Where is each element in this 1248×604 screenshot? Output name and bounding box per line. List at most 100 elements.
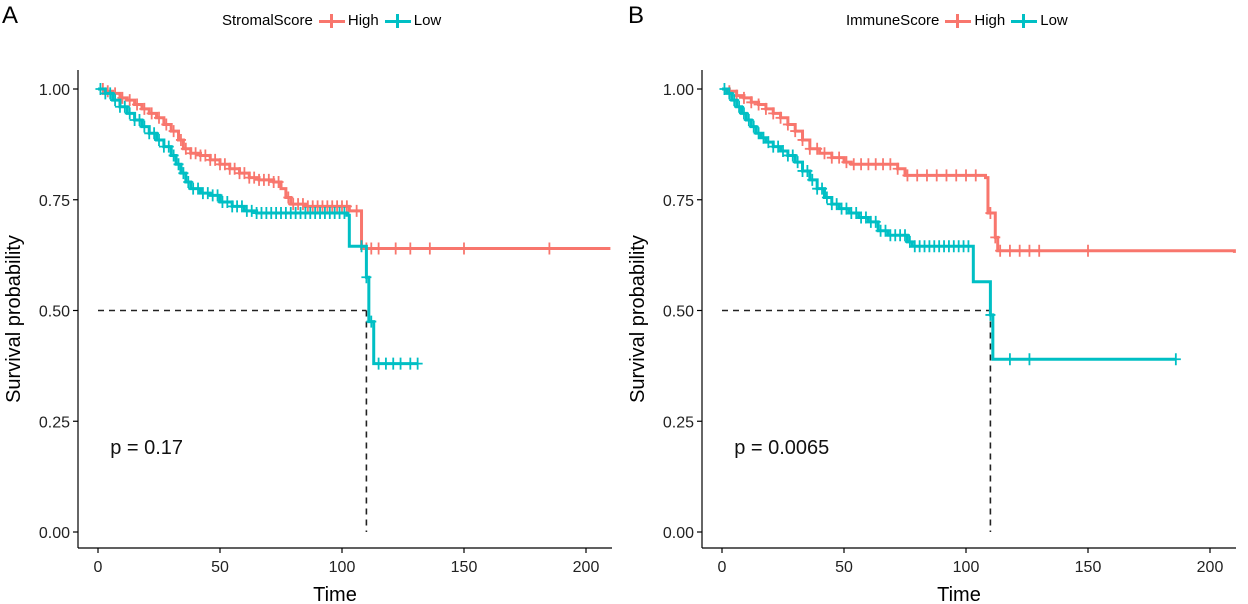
censor-mark-high bbox=[424, 242, 435, 255]
censor-mark-low bbox=[738, 107, 749, 120]
chart-panel-a: 0 50 100 150 200 0.00 0.25 0.50 0.75 1.00 Time Surv… bbox=[2, 2, 612, 604]
p-value-annotation: p = 0.0065 bbox=[734, 437, 829, 459]
censor-mark-high bbox=[124, 94, 135, 107]
censor-mark-high bbox=[990, 231, 1001, 244]
p-value-annotation: p = 0.17 bbox=[110, 437, 183, 459]
censor-mark-high bbox=[902, 169, 913, 182]
censor-mark-low bbox=[807, 173, 818, 186]
x-axis-title: Time bbox=[937, 584, 981, 604]
censor-mark-high bbox=[168, 125, 179, 138]
censor-mark-low bbox=[246, 204, 257, 217]
y-axis-title: Survival probability bbox=[627, 235, 649, 403]
censor-mark-low bbox=[1024, 353, 1035, 366]
x-tick-label: 100 bbox=[953, 559, 980, 576]
censor-mark-low bbox=[366, 315, 377, 328]
censor-mark-high bbox=[146, 107, 157, 120]
censor-mark-high bbox=[885, 158, 896, 171]
censor-mark-high bbox=[753, 98, 764, 111]
y-tick-label: 0.75 bbox=[663, 193, 694, 210]
censor-mark-high bbox=[154, 111, 164, 124]
legend-entry-high: High bbox=[941, 12, 1005, 29]
censor-mark-high bbox=[812, 142, 823, 155]
censor-mark-high bbox=[970, 169, 981, 182]
censor-mark-high bbox=[297, 198, 308, 211]
censor-mark-high bbox=[263, 173, 274, 186]
censor-mark-low bbox=[154, 133, 164, 146]
legend: StromalScore High Low bbox=[222, 12, 441, 29]
censor-mark-high bbox=[912, 169, 923, 182]
censor-mark-high bbox=[775, 111, 786, 124]
censor-mark-low bbox=[339, 207, 350, 220]
censor-mark-high bbox=[834, 151, 845, 164]
censor-mark-high bbox=[117, 91, 128, 104]
censor-mark-low bbox=[870, 215, 881, 228]
censor-mark-high bbox=[995, 244, 1006, 257]
x-tick-label: 50 bbox=[835, 559, 853, 576]
censor-mark-low bbox=[124, 107, 135, 120]
y-tick-label: 0.50 bbox=[39, 304, 70, 321]
censor-mark-low bbox=[202, 187, 213, 200]
censor-mark-high bbox=[790, 125, 801, 138]
censor-mark-high bbox=[782, 118, 793, 131]
censor-mark-high bbox=[985, 207, 996, 220]
censor-mark-high bbox=[1083, 244, 1093, 257]
censor-mark-high bbox=[951, 169, 962, 182]
y-tick-label: 0.75 bbox=[39, 193, 70, 210]
censor-mark-high bbox=[768, 107, 779, 120]
y-tick-label: 1.00 bbox=[663, 82, 694, 99]
x-tick-label: 50 bbox=[211, 559, 229, 576]
censor-mark-high bbox=[841, 156, 852, 169]
censor-mark-high bbox=[161, 118, 172, 131]
censor-mark-low bbox=[105, 87, 116, 100]
legend-key-low-icon bbox=[1011, 13, 1038, 28]
censor-mark-low bbox=[817, 182, 828, 195]
censor-mark-high bbox=[931, 169, 942, 182]
km-plot-a: 0 50 100 150 200 0.00 0.25 0.50 0.75 1.00 Time Surv… bbox=[3, 70, 612, 604]
censor-mark-high bbox=[746, 96, 757, 109]
censor-mark-low bbox=[134, 114, 145, 127]
censor-mark-low bbox=[139, 120, 150, 133]
censor-mark-low bbox=[356, 240, 367, 253]
censor-mark-high bbox=[139, 102, 150, 115]
censor-mark-high bbox=[132, 98, 143, 111]
censor-mark-high bbox=[405, 242, 416, 255]
censor-mark-high bbox=[961, 169, 971, 182]
legend: ImmuneScore High Low bbox=[846, 12, 1068, 29]
censor-mark-low bbox=[412, 357, 423, 370]
censor-mark-high bbox=[283, 191, 294, 204]
x-tick-label: 200 bbox=[573, 559, 600, 576]
censor-mark-low bbox=[361, 271, 372, 284]
censor-mark-high bbox=[1004, 244, 1015, 257]
x-axis-title: Time bbox=[313, 584, 357, 604]
x-tick-label: 100 bbox=[329, 559, 356, 576]
censor-mark-high bbox=[797, 133, 808, 146]
censor-mark-low bbox=[792, 156, 803, 169]
legend-label-low: Low bbox=[413, 12, 442, 29]
censor-mark-high bbox=[351, 204, 362, 217]
legend-label-low: Low bbox=[1040, 12, 1068, 29]
censor-mark-high bbox=[273, 176, 284, 189]
censor-mark-low bbox=[178, 167, 189, 180]
censor-mark-high bbox=[819, 147, 830, 160]
censor-mark-high bbox=[738, 91, 749, 104]
x-tick-label: 150 bbox=[451, 559, 478, 576]
censor-mark-low bbox=[183, 176, 194, 189]
censor-mark-low bbox=[821, 191, 832, 204]
legend-key-low-icon bbox=[384, 13, 411, 28]
censor-mark-low bbox=[395, 357, 406, 370]
legend-title: StromalScore bbox=[222, 12, 313, 29]
y-tick-label: 0.00 bbox=[39, 525, 70, 542]
y-tick-label: 0.50 bbox=[663, 304, 694, 321]
censor-mark-high bbox=[373, 242, 384, 255]
censor-mark-low bbox=[985, 308, 996, 321]
legend-entry-low: Low bbox=[381, 12, 442, 29]
legend-label-high: High bbox=[347, 12, 379, 29]
censor-mark-high bbox=[760, 102, 771, 115]
censor-mark-low bbox=[173, 158, 184, 171]
censor-mark-low bbox=[212, 189, 223, 202]
censor-mark-high bbox=[175, 133, 186, 146]
panel-label: A bbox=[2, 2, 19, 29]
censor-mark-low bbox=[149, 127, 160, 140]
censor-mark-low bbox=[900, 229, 910, 242]
censor-mark-high bbox=[1024, 244, 1035, 257]
